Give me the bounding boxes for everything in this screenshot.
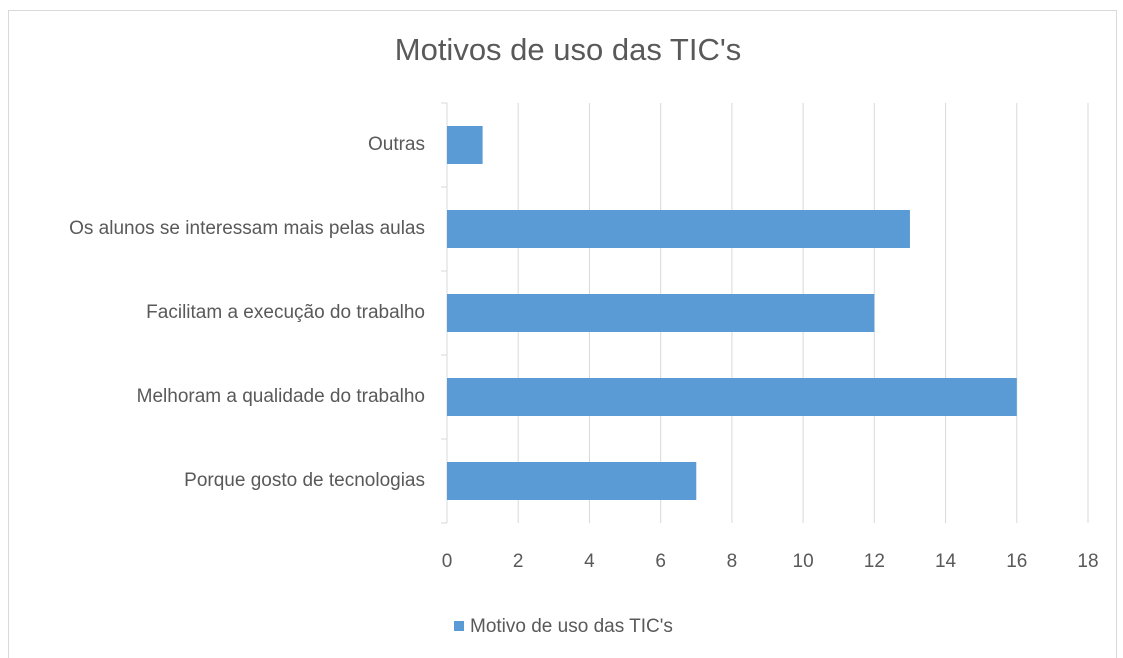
x-tick-label: 10 <box>793 551 814 572</box>
chart-title: Motivos de uso das TIC's <box>395 32 742 67</box>
y-tick-label: Outras <box>368 134 425 155</box>
x-tick-label: 8 <box>727 551 738 572</box>
x-tick-label: 0 <box>442 551 453 572</box>
bar <box>447 210 910 248</box>
y-tick-label: Melhoram a qualidade do trabalho <box>137 386 425 407</box>
chart-border <box>8 10 1117 658</box>
y-tick-label: Os alunos se interessam mais pelas aulas <box>69 218 425 239</box>
x-tick-label: 18 <box>1077 551 1098 572</box>
x-tick-label: 14 <box>935 551 957 572</box>
legend-label: Motivo de uso das TIC's <box>470 616 673 637</box>
legend-swatch <box>454 621 464 631</box>
x-tick-label: 6 <box>655 551 666 572</box>
y-tick-label: Porque gosto de tecnologias <box>184 470 425 491</box>
x-tick-label: 4 <box>584 551 595 572</box>
bar <box>447 294 875 332</box>
x-tick-label: 2 <box>513 551 524 572</box>
bar <box>447 462 697 500</box>
x-tick-label: 12 <box>864 551 885 572</box>
bar <box>447 126 483 164</box>
y-tick-label: Facilitam a execução do trabalho <box>146 302 425 323</box>
bar <box>447 378 1017 416</box>
x-tick-label: 16 <box>1006 551 1027 572</box>
